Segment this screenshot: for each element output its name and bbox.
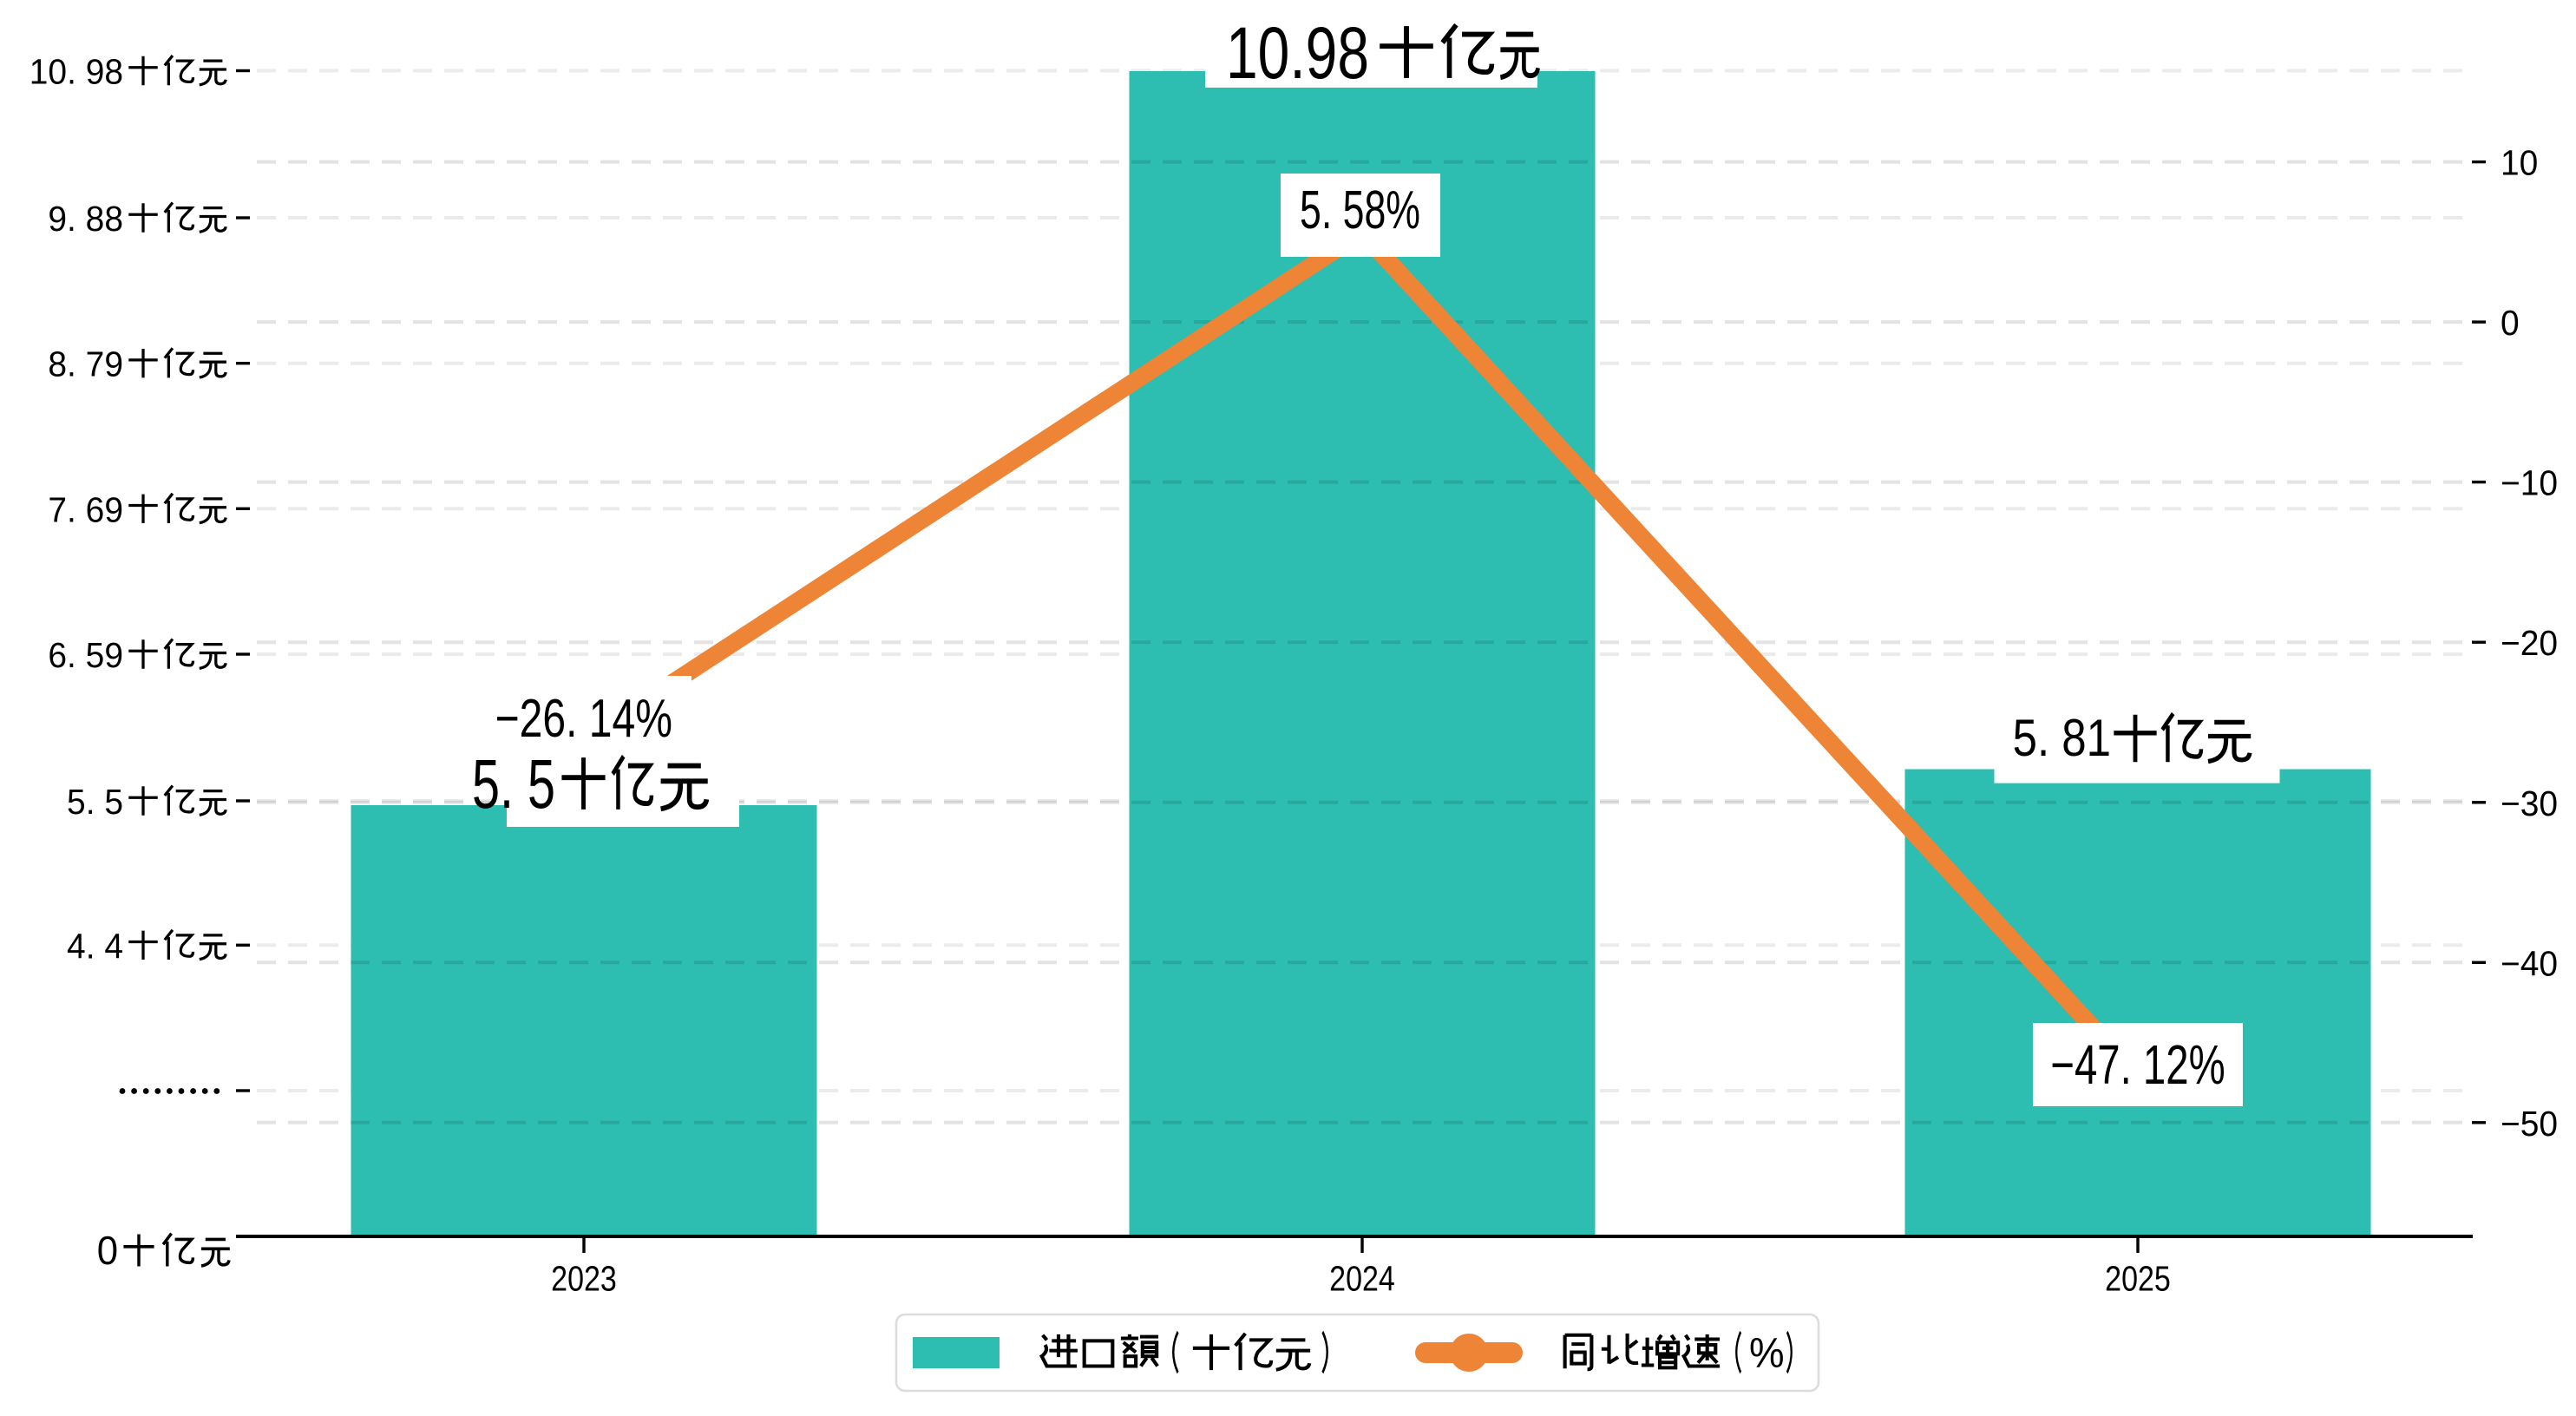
svg-text:8. 79: 8. 79 xyxy=(48,345,123,384)
svg-text:0: 0 xyxy=(2501,304,2520,343)
svg-text:0: 0 xyxy=(97,1228,118,1273)
svg-text:−10: −10 xyxy=(2501,464,2558,503)
svg-text:5. 5: 5. 5 xyxy=(472,745,555,823)
svg-text:9. 88: 9. 88 xyxy=(48,200,123,239)
svg-text:2024: 2024 xyxy=(1329,1259,1395,1299)
svg-text:−20: −20 xyxy=(2501,624,2558,663)
svg-text:2025: 2025 xyxy=(2105,1259,2171,1299)
svg-text:10: 10 xyxy=(2501,144,2538,183)
svg-text:4. 4: 4. 4 xyxy=(67,927,123,966)
svg-text:2023: 2023 xyxy=(551,1259,617,1299)
svg-text:10. 98: 10. 98 xyxy=(29,53,123,92)
svg-text:7. 69: 7. 69 xyxy=(48,490,123,529)
svg-text:−50: −50 xyxy=(2501,1105,2558,1144)
svg-text:−47. 12%: −47. 12% xyxy=(2050,1033,2225,1096)
svg-text:%: % xyxy=(1749,1329,1785,1375)
svg-text:−30: −30 xyxy=(2501,784,2558,823)
svg-text:5. 58%: 5. 58% xyxy=(1300,180,1420,240)
svg-text:−26. 14%: −26. 14% xyxy=(495,688,672,748)
svg-text:5. 5: 5. 5 xyxy=(67,783,123,822)
svg-text:−40: −40 xyxy=(2501,944,2558,983)
svg-text:10.98: 10.98 xyxy=(1226,13,1369,94)
svg-text:5. 81: 5. 81 xyxy=(2013,709,2111,767)
svg-text:6. 59: 6. 59 xyxy=(48,636,123,675)
